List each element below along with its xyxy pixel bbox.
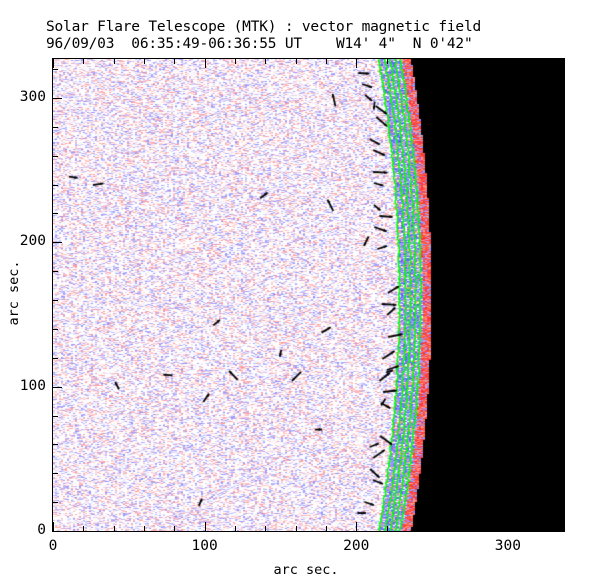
x-tick: [204, 522, 206, 531]
y-tick-right: [559, 444, 564, 446]
figure-title-block: Solar Flare Telescope (MTK) : vector mag…: [46, 19, 586, 53]
x-tick: [234, 526, 236, 531]
x-tick-top: [204, 59, 206, 68]
x-tick-top: [174, 59, 176, 64]
x-tick-top: [53, 59, 54, 68]
x-tick-label: 100: [191, 538, 218, 554]
x-tick: [143, 526, 145, 531]
y-tick: [53, 386, 62, 388]
x-tick-top: [477, 59, 479, 64]
x-tick: [295, 526, 297, 531]
x-tick-label: 0: [48, 538, 58, 554]
y-tick: [53, 126, 58, 128]
x-tick: [325, 526, 327, 531]
y-tick: [53, 328, 58, 330]
y-tick-right: [559, 69, 564, 71]
y-tick-label: 200: [19, 233, 46, 250]
y-tick-right: [559, 213, 564, 215]
y-tick: [53, 155, 58, 157]
y-tick: [53, 242, 62, 244]
y-tick: [53, 69, 58, 71]
x-tick: [356, 522, 358, 531]
x-tick: [447, 526, 449, 531]
y-tick-right: [559, 271, 564, 273]
y-tick: [53, 300, 58, 302]
x-tick: [83, 526, 85, 531]
y-tick: [53, 271, 58, 273]
x-tick-top: [356, 59, 358, 68]
x-axis-title: arc sec.: [273, 562, 339, 578]
y-tick: [53, 531, 62, 532]
y-tick-right: [559, 473, 564, 475]
x-tick-top: [416, 59, 418, 64]
y-tick-right: [555, 531, 564, 532]
y-tick: [53, 213, 58, 215]
x-tick-top: [538, 59, 540, 64]
y-tick: [53, 502, 58, 504]
y-tick-right: [559, 126, 564, 128]
y-tick-right: [559, 300, 564, 302]
y-tick-label: 300: [19, 88, 46, 105]
y-tick-right: [555, 242, 564, 244]
y-tick-label: 0: [37, 522, 46, 538]
figure-subtitle: 96/09/03 06:35:49-06:36:55 UT W14' 4" N …: [46, 36, 473, 52]
x-tick: [416, 526, 418, 531]
y-tick-right: [555, 97, 564, 99]
x-tick-top: [386, 59, 388, 64]
x-tick: [113, 526, 115, 531]
y-tick-right: [559, 502, 564, 504]
x-tick: [477, 526, 479, 531]
x-tick: [538, 526, 540, 531]
y-tick-right: [559, 328, 564, 330]
x-tick-top: [113, 59, 115, 64]
x-tick: [386, 526, 388, 531]
y-tick-label: 100: [19, 377, 46, 394]
x-tick-top: [143, 59, 145, 64]
y-tick: [53, 97, 62, 99]
y-tick: [53, 444, 58, 446]
x-tick-top: [325, 59, 327, 64]
y-tick: [53, 473, 58, 475]
magnetogram-image: [53, 59, 564, 531]
x-tick-top: [265, 59, 267, 64]
x-tick-label: 200: [343, 538, 370, 554]
plot-area: [52, 58, 565, 532]
y-tick-right: [559, 415, 564, 417]
y-axis-title: arc sec.: [6, 260, 22, 326]
y-tick-right: [559, 155, 564, 157]
x-tick: [174, 526, 176, 531]
y-tick: [53, 184, 58, 186]
x-tick-top: [83, 59, 85, 64]
x-tick-label: 300: [494, 538, 521, 554]
y-tick-right: [559, 184, 564, 186]
y-tick: [53, 357, 58, 359]
y-tick-right: [555, 386, 564, 388]
figure-title: Solar Flare Telescope (MTK) : vector mag…: [46, 19, 482, 35]
x-tick: [507, 522, 509, 531]
x-tick-top: [234, 59, 236, 64]
x-tick-top: [447, 59, 449, 64]
y-tick: [53, 415, 58, 417]
x-tick-top: [507, 59, 509, 68]
x-tick: [265, 526, 267, 531]
x-tick-top: [295, 59, 297, 64]
y-tick-right: [559, 357, 564, 359]
x-tick: [53, 522, 54, 531]
